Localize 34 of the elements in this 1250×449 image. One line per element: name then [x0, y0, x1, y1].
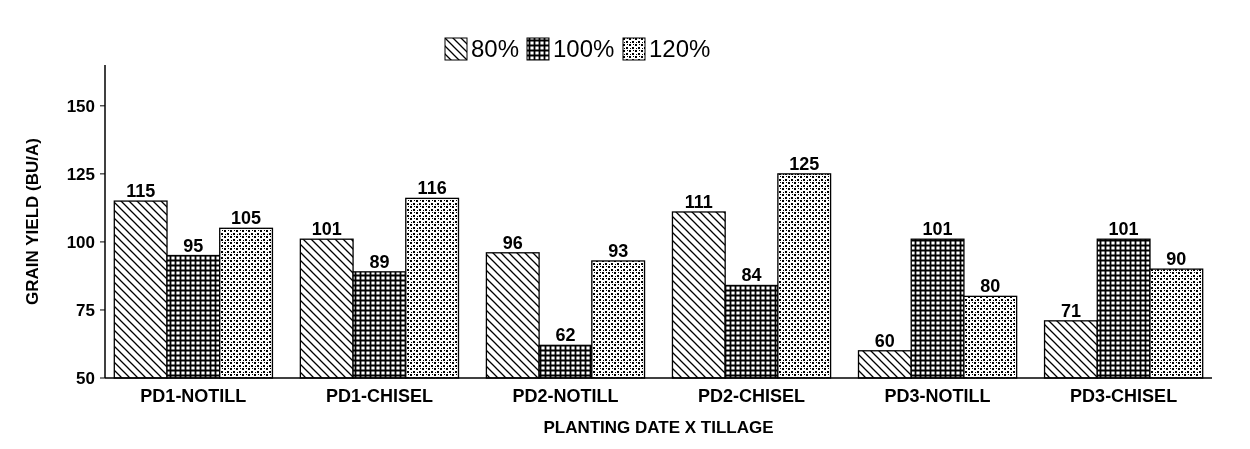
- data-label: 96: [502, 232, 523, 253]
- data-label: 89: [369, 251, 390, 272]
- data-label: 116: [417, 178, 447, 199]
- y-tick-label: 75: [76, 300, 95, 320]
- y-tick-label: 150: [66, 96, 95, 116]
- data-label: 101: [311, 219, 342, 240]
- y-axis-title: GRAIN YIELD (BU/A): [23, 138, 42, 305]
- legend-label: 100%: [553, 35, 615, 63]
- data-label: 80: [980, 276, 1001, 297]
- data-label: 111: [684, 191, 713, 212]
- x-tick-label: PD1-NOTILL: [140, 386, 247, 406]
- data-label: 71: [1060, 300, 1081, 321]
- x-tick-label: PD3-CHISEL: [1070, 386, 1178, 406]
- data-label: 101: [922, 219, 953, 240]
- x-tick-label: PD2-NOTILL: [512, 386, 619, 406]
- data-label: 84: [741, 265, 762, 286]
- y-tick-label: 125: [66, 164, 95, 184]
- y-tick-label: 50: [76, 368, 95, 388]
- legend-label: 120%: [649, 35, 711, 63]
- data-label: 101: [1108, 219, 1139, 240]
- x-tick-label: PD1-CHISEL: [325, 386, 433, 406]
- data-label: 125: [789, 153, 820, 174]
- data-label: 95: [183, 235, 204, 256]
- data-label: 90: [1166, 249, 1187, 270]
- data-label: 93: [608, 240, 629, 261]
- x-axis-title: PLANTING DATE X TILLAGE: [543, 418, 774, 437]
- data-label: 62: [555, 325, 576, 346]
- y-tick-label: 100: [66, 232, 95, 252]
- legend-label: 80%: [471, 35, 520, 63]
- data-label: 115: [126, 181, 156, 202]
- x-tick-label: PD3-NOTILL: [884, 386, 991, 406]
- x-tick-label: PD2-CHISEL: [698, 386, 806, 406]
- data-label: 105: [231, 208, 262, 229]
- data-label: 60: [874, 330, 895, 351]
